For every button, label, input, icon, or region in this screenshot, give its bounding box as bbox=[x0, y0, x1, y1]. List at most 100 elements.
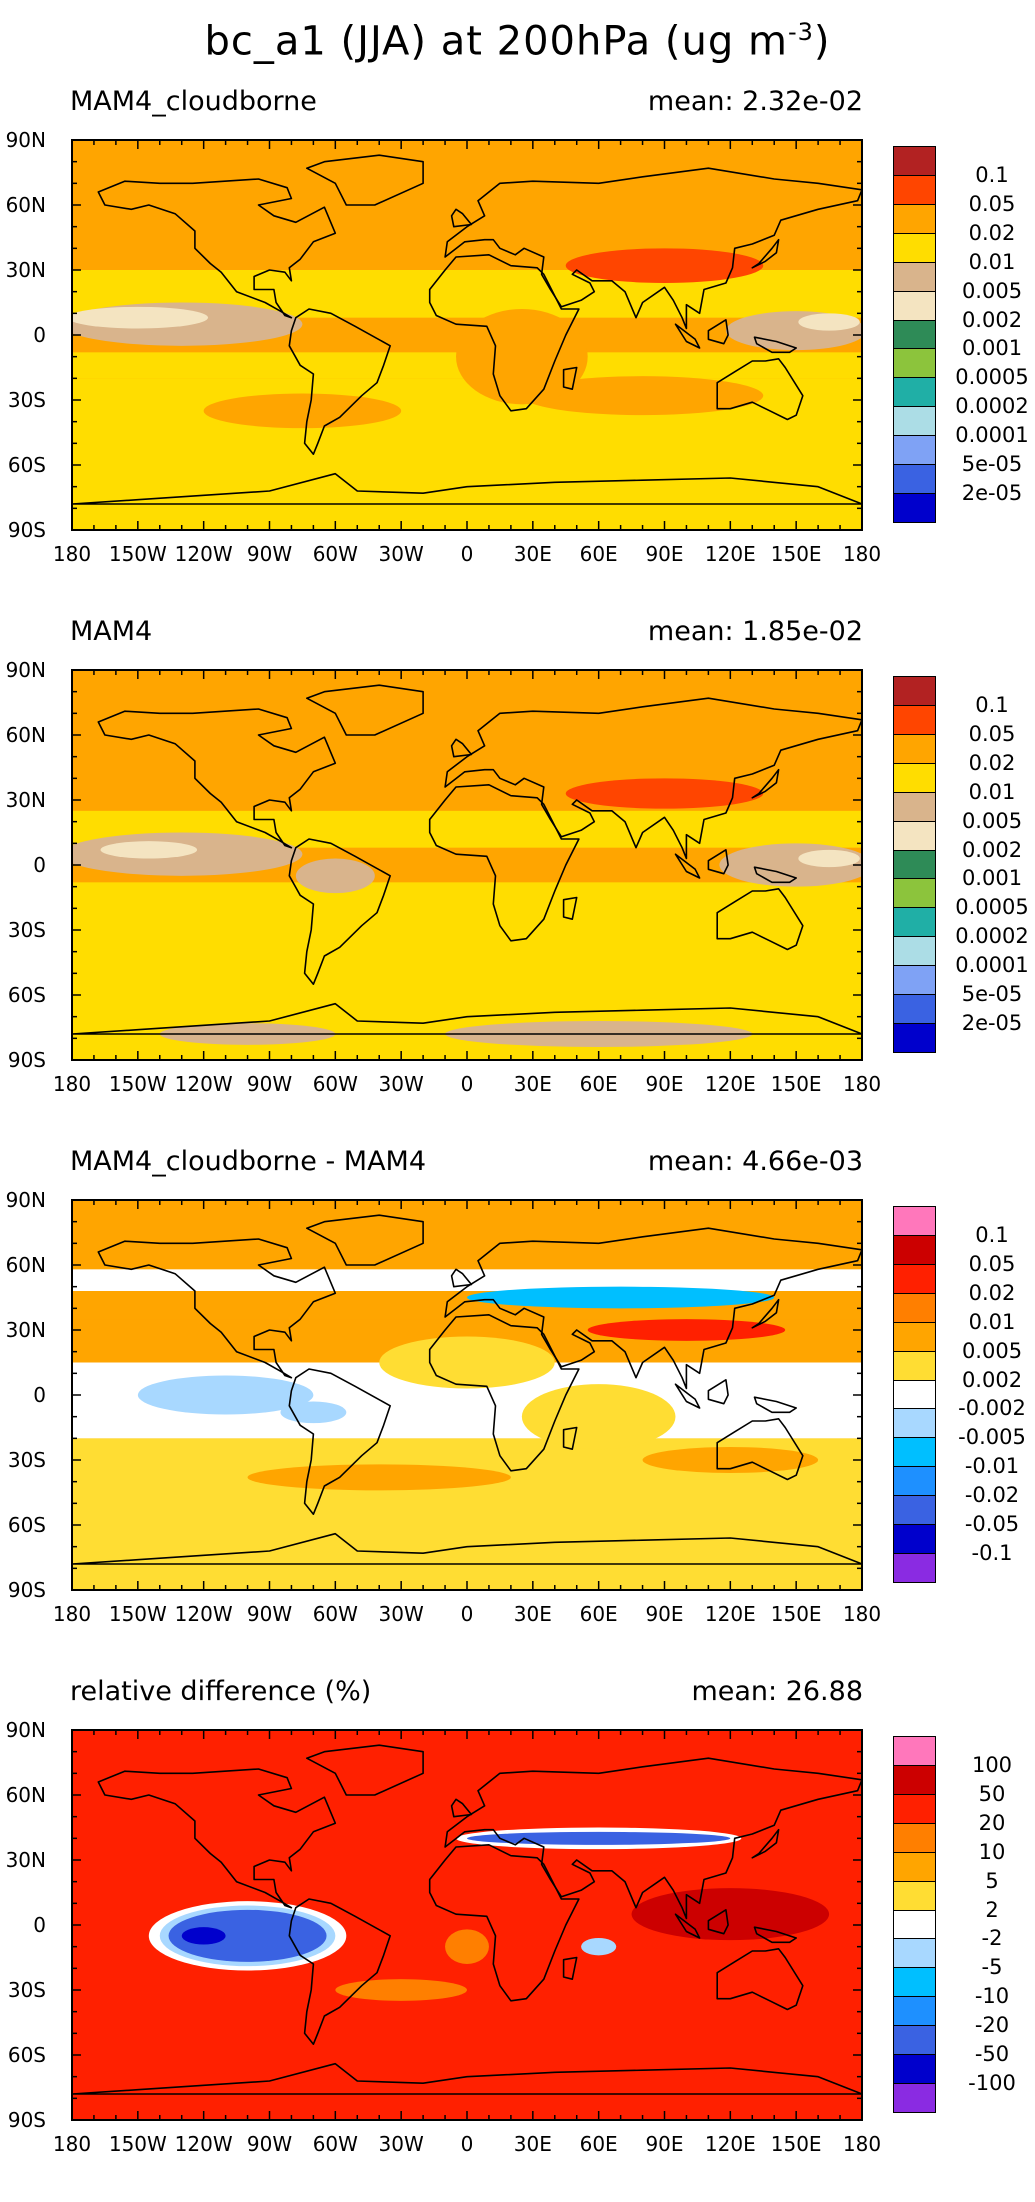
coastline-japan bbox=[751, 238, 780, 269]
field-contour bbox=[565, 778, 764, 809]
lon-tick-label: 90W bbox=[246, 2132, 293, 2156]
colorbar bbox=[893, 1736, 938, 2113]
colorbar-level-label: -0.01 bbox=[964, 1454, 1020, 1479]
panel-title: MAM4_cloudborne - MAM4 bbox=[70, 1146, 427, 1177]
lon-tick-label: 60E bbox=[579, 2132, 618, 2156]
colorbar-level-label: 5 bbox=[985, 1868, 999, 1893]
lon-tick-label: 30W bbox=[378, 2132, 424, 2156]
coastline-new-guinea bbox=[753, 336, 797, 354]
colorbar-swatch bbox=[893, 2083, 936, 2113]
colorbar-swatch bbox=[893, 849, 936, 880]
lon-tick-label: 180 bbox=[842, 1602, 882, 1626]
figure-title: bc_a1 (JJA) at 200hPa (ug m-3) bbox=[0, 0, 1035, 72]
lat-tick-label: 30N bbox=[5, 1318, 46, 1342]
colorbar-swatch bbox=[893, 1263, 936, 1294]
lon-tick-label: 60E bbox=[579, 542, 618, 566]
map-plot bbox=[71, 139, 863, 531]
coastline-africa bbox=[428, 1314, 580, 1472]
colorbar-swatch bbox=[893, 1206, 936, 1236]
figure-title-main: bc_a1 (JJA) at 200hPa (ug m bbox=[204, 18, 788, 65]
colorbar-swatch bbox=[893, 762, 936, 793]
lon-tick-label: 120E bbox=[704, 1072, 756, 1096]
panel-title: MAM4_cloudborne bbox=[70, 86, 317, 117]
coastline-antarctica bbox=[72, 472, 862, 505]
colorbar-level-label: 0.05 bbox=[968, 721, 1016, 746]
colorbar-level-label: 2e-05 bbox=[961, 481, 1023, 506]
field-contour bbox=[642, 1447, 819, 1473]
map-panel-4: relative difference (%) mean: 26.88 90N 60N… bbox=[0, 1672, 1035, 2202]
colorbar-level-label: 0.002 bbox=[961, 307, 1023, 332]
lon-tick-label: 90W bbox=[246, 542, 293, 566]
field-contour bbox=[247, 1464, 511, 1491]
coastline-antarctica bbox=[72, 2062, 862, 2095]
field-contour bbox=[335, 1979, 467, 2001]
coastline-new-guinea bbox=[753, 1396, 797, 1414]
lon-tick-label: 180 bbox=[52, 1602, 92, 1626]
colorbar-swatch bbox=[893, 290, 936, 321]
coastline-antarctica bbox=[72, 1002, 862, 1035]
colorbar-level-label: 0.01 bbox=[968, 779, 1016, 804]
field-contour bbox=[521, 376, 764, 416]
colorbar-level-label: -100 bbox=[968, 2071, 1016, 2096]
lon-tick-label: 30E bbox=[513, 2132, 552, 2156]
colorbar-level-label: 0.0001 bbox=[955, 953, 1029, 978]
colorbar-swatch bbox=[893, 1524, 936, 1555]
coastline-north-america bbox=[97, 1768, 337, 1909]
lat-tick-label: 30S bbox=[7, 388, 46, 412]
colorbar-swatch bbox=[893, 936, 936, 967]
colorbar-level-label: -0.1 bbox=[971, 1541, 1013, 1566]
colorbar-swatch bbox=[893, 1851, 936, 1882]
lat-tick-label: 90N bbox=[5, 658, 46, 682]
lon-tick-label: 120E bbox=[704, 1602, 756, 1626]
map-panel-3: MAM4_cloudborne - MAM4 mean: 4.66e-03 90N 6… bbox=[0, 1142, 1035, 1672]
colorbar-level-label: 0.0002 bbox=[955, 394, 1029, 419]
map-plot bbox=[71, 669, 863, 1061]
lon-tick-label: 60W bbox=[312, 2132, 358, 2156]
lon-tick-label: 180 bbox=[842, 2132, 882, 2156]
lon-tick-label: 30E bbox=[513, 1602, 552, 1626]
lat-tick-label: 30N bbox=[5, 788, 46, 812]
colorbar-swatch bbox=[893, 965, 936, 996]
panel-title: relative difference (%) bbox=[70, 1676, 372, 1707]
lon-tick-label: 0 bbox=[460, 542, 474, 566]
coastline-japan bbox=[751, 768, 780, 799]
lon-tick-label: 180 bbox=[842, 1072, 882, 1096]
colorbar-swatch bbox=[893, 1822, 936, 1853]
map-panel-2: MAM4 mean: 1.85e-02 90N 60N 30N 0 30S 60S 90S 180… bbox=[0, 612, 1035, 1142]
coastline-greenland bbox=[306, 154, 424, 206]
colorbar-level-label: -5 bbox=[981, 1955, 1003, 1980]
figure-title-superscript: -3 bbox=[787, 18, 814, 46]
colorbar-level-label: -0.002 bbox=[958, 1396, 1026, 1421]
coastline-north-america bbox=[97, 178, 337, 319]
lon-tick-label: 150W bbox=[108, 542, 167, 566]
colorbar-level-label: 0.02 bbox=[968, 750, 1016, 775]
coastline-japan bbox=[751, 1298, 780, 1329]
colorbar-swatch bbox=[893, 1880, 936, 1911]
coastline-sumatra bbox=[674, 323, 701, 349]
map-panel-1: MAM4_cloudborne mean: 2.32e-02 90N 60N 30N 0 3… bbox=[0, 82, 1035, 612]
lon-tick-label: 60W bbox=[312, 542, 358, 566]
colorbar-level-label: 10 bbox=[978, 1839, 1006, 1864]
colorbar-swatch bbox=[893, 1938, 936, 1969]
colorbar-level-label: 0.0002 bbox=[955, 924, 1029, 949]
coastline-arabia-borneo-indonesia bbox=[707, 1909, 729, 1935]
colorbar-swatch bbox=[893, 676, 936, 706]
coastline-eurasia bbox=[444, 1227, 862, 1390]
colorbar-level-label: 0.02 bbox=[968, 1280, 1016, 1305]
map-plot bbox=[71, 1729, 863, 2121]
colorbar-level-label: 0.01 bbox=[968, 249, 1016, 274]
field-contour bbox=[456, 309, 588, 405]
colorbar-swatch bbox=[893, 1321, 936, 1352]
colorbar-level-label: 0.05 bbox=[968, 191, 1016, 216]
lon-tick-label: 30W bbox=[378, 1602, 424, 1626]
lon-tick-label: 90E bbox=[645, 1602, 684, 1626]
lat-tick-label: 0 bbox=[33, 853, 46, 877]
colorbar-swatch bbox=[893, 203, 936, 234]
lon-tick-label: 30E bbox=[513, 1072, 552, 1096]
coastline-australia bbox=[716, 358, 804, 421]
lon-tick-label: 90E bbox=[645, 2132, 684, 2156]
colorbar-swatch bbox=[893, 1736, 936, 1766]
field-contour bbox=[379, 1336, 555, 1389]
colorbar-level-label: 0.1 bbox=[975, 162, 1009, 187]
colorbar-swatch bbox=[893, 907, 936, 938]
